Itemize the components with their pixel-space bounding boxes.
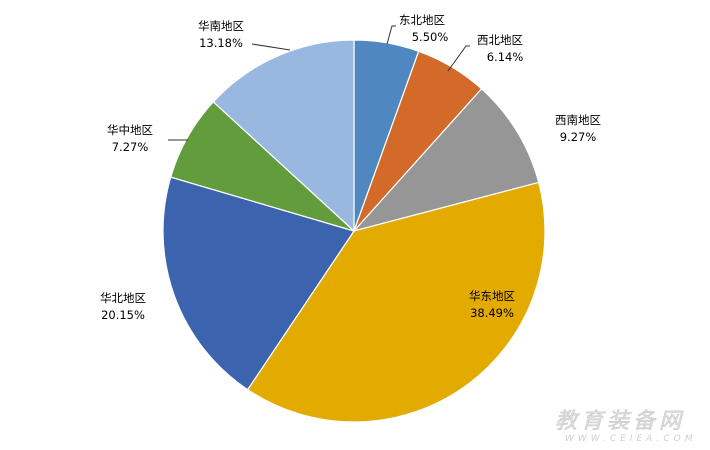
slice-category-label: 华南地区 xyxy=(198,19,244,33)
slice-value-label: 20.15% xyxy=(101,308,145,322)
slice-value-label: 5.50% xyxy=(412,30,449,44)
pie-slice-4 xyxy=(162,176,355,391)
slice-value-label: 6.14% xyxy=(487,50,524,64)
watermark: 教育装备网 WWW.CEIEA.COM xyxy=(555,409,696,444)
slice-value-label: 7.27% xyxy=(112,140,149,154)
slice-category-label: 西南地区 xyxy=(555,113,601,127)
watermark-name: 教育装备网 xyxy=(555,409,685,434)
pie-slice-3 xyxy=(246,181,546,423)
slice-category-label: 华东地区 xyxy=(469,289,515,303)
slice-value-label: 38.49% xyxy=(470,306,514,320)
pie-slice-2 xyxy=(352,87,540,233)
slice-category-label: 东北地区 xyxy=(399,13,445,27)
slice-value-label: 9.27% xyxy=(560,130,597,144)
watermark-url: WWW.CEIEA.COM xyxy=(565,434,696,444)
slice-category-label: 华北地区 xyxy=(100,291,146,305)
leader-line-1 xyxy=(447,45,470,72)
slice-value-label: 13.18% xyxy=(199,36,243,50)
slice-category-label: 华中地区 xyxy=(107,123,153,137)
leader-line-6 xyxy=(251,43,291,51)
pie-slice-6 xyxy=(212,39,355,233)
slice-category-label: 西北地区 xyxy=(477,33,523,47)
leader-line-0 xyxy=(386,25,396,45)
